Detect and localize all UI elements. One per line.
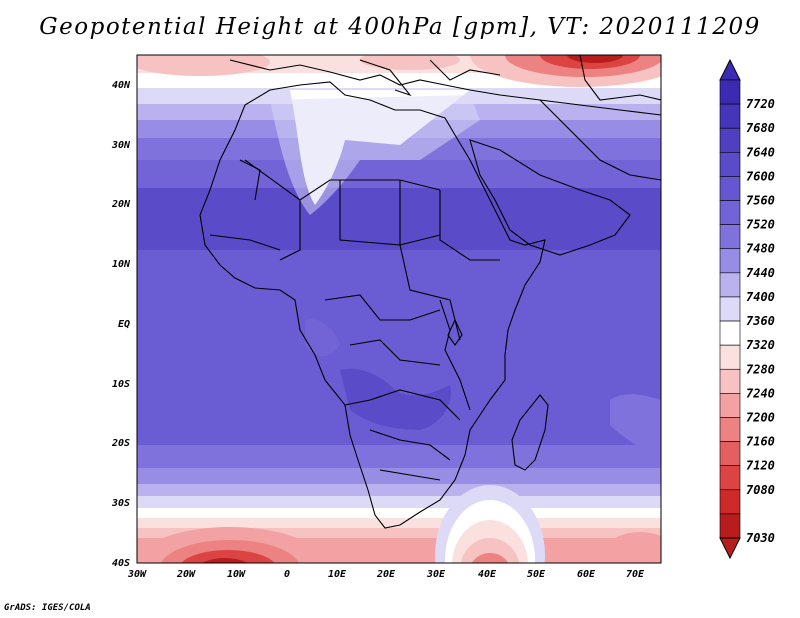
colorbar-segment xyxy=(719,320,741,346)
colorbar-label: 7560 xyxy=(746,194,775,208)
height-field xyxy=(137,55,661,563)
credit-text: GrADS: IGES/COLA xyxy=(4,603,91,613)
colorbar-segment xyxy=(719,248,741,274)
colorbar-label: 7480 xyxy=(746,242,775,256)
colorbar-label: 7160 xyxy=(746,435,775,449)
colorbar-segment xyxy=(719,224,741,250)
lat-label: EQ xyxy=(118,319,130,330)
lon-label: 40E xyxy=(478,569,497,580)
colorbar-label: 7120 xyxy=(746,459,775,473)
colorbar-segment xyxy=(719,441,741,466)
lon-label: 30W xyxy=(127,569,147,580)
lon-label: 60E xyxy=(577,569,596,580)
colorbar-label: 7320 xyxy=(746,338,775,352)
colorbar-label: 7520 xyxy=(746,218,775,232)
colorbar-label: 7200 xyxy=(746,410,775,424)
colorbar-label: 7280 xyxy=(746,362,775,376)
colorbar-segment xyxy=(719,200,741,225)
colorbar-segment xyxy=(719,368,741,394)
lon-label: 10E xyxy=(328,569,347,580)
lat-label: 20S xyxy=(111,438,130,449)
lon-label: 20E xyxy=(376,569,396,580)
lat-label: 10N xyxy=(112,259,131,270)
lon-label: 10W xyxy=(227,569,246,580)
colorbar-top-arrow xyxy=(719,58,741,81)
lat-axis: 40N 30N 20N 10N EQ 10S 20S 30S 40S xyxy=(111,80,131,569)
lat-label: 10S xyxy=(112,379,130,390)
lon-label: 20W xyxy=(176,569,196,580)
lon-label: 50E xyxy=(527,569,546,580)
colorbar-segment xyxy=(719,465,741,491)
lon-label: 30E xyxy=(426,569,446,580)
lat-label: 40N xyxy=(112,80,131,91)
colorbar-segment xyxy=(719,393,741,418)
colorbar-segment xyxy=(719,489,741,515)
colorbar-segment xyxy=(719,176,741,201)
lat-label: 40S xyxy=(112,558,130,569)
lat-label: 30S xyxy=(111,498,130,509)
lon-axis: 30W 20W 10W 0 10E 20E 30E 40E 50E 60E 70… xyxy=(127,569,645,580)
colorbar-segment xyxy=(719,344,741,370)
colorbar-label: 7640 xyxy=(746,145,775,159)
colorbar-label: 7600 xyxy=(746,169,775,183)
map-frame xyxy=(136,54,662,564)
coastlines xyxy=(199,55,661,529)
colorbar-segment xyxy=(719,513,741,539)
colorbar-bottom-arrow xyxy=(719,537,741,560)
colorbar-segment xyxy=(719,103,741,129)
colorbar-label: 7680 xyxy=(746,121,775,135)
colorbar-label: 7360 xyxy=(746,314,775,328)
colorbar-segment xyxy=(719,417,741,442)
colorbar-segment xyxy=(719,272,741,298)
colorbar: 7720 7680 7640 7600 7560 7520 7480 7440 7400 7360… xyxy=(719,58,775,560)
colorbar-segment xyxy=(719,152,741,177)
colorbar-label: 7720 xyxy=(746,97,775,111)
colorbar-segment xyxy=(719,79,741,105)
colorbar-label: 7080 xyxy=(746,483,775,497)
colorbar-segment xyxy=(719,296,741,322)
colorbar-segment xyxy=(719,127,741,153)
lon-label: 0 xyxy=(284,569,290,580)
lon-label: 70E xyxy=(626,569,645,580)
colorbar-label: 7030 xyxy=(746,531,775,545)
colorbar-label: 7240 xyxy=(746,386,775,400)
lat-label: 30N xyxy=(111,140,131,151)
colorbar-label: 7400 xyxy=(746,290,775,304)
lat-label: 20N xyxy=(111,199,131,210)
colorbar-label: 7440 xyxy=(746,266,775,280)
map-title: Geopotential Height at 400hPa [gpm], VT:… xyxy=(39,14,761,40)
